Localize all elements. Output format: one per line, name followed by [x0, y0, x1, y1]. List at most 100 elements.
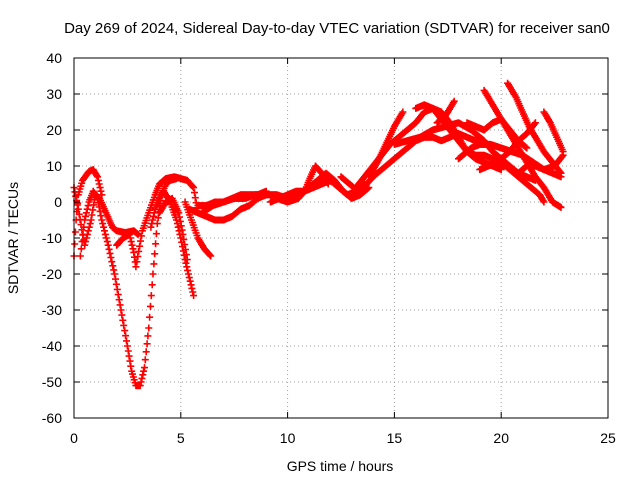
data-point-marker [136, 242, 144, 250]
series-track-d [113, 173, 202, 271]
x-tick-label: 0 [70, 430, 78, 446]
data-point-marker [83, 205, 91, 213]
data-point-marker [186, 277, 194, 285]
data-point-marker [97, 212, 105, 220]
data-point-marker [557, 203, 565, 211]
data-point-marker [101, 227, 108, 235]
data-point-marker [73, 201, 81, 209]
data-point-marker [206, 251, 214, 259]
data-point-marker [183, 256, 191, 264]
data-point-marker [111, 270, 119, 278]
data-point-marker [324, 180, 332, 188]
series-track-w [476, 158, 548, 206]
data-point-marker [121, 327, 129, 335]
data-point-marker [132, 263, 140, 271]
series-track-p [365, 108, 407, 181]
data-point-marker [123, 342, 131, 350]
data-point-marker [150, 260, 158, 268]
data-point-marker [146, 313, 154, 321]
data-points [70, 79, 567, 390]
data-point-marker [103, 238, 111, 246]
data-point-marker [105, 245, 113, 253]
data-point-marker [97, 187, 105, 195]
data-point-marker [147, 302, 154, 310]
data-point-marker [141, 364, 148, 372]
data-point-marker [128, 241, 136, 249]
data-point-marker [191, 194, 199, 202]
data-point-marker [108, 258, 116, 266]
data-point-marker [190, 292, 198, 300]
data-point-marker [80, 223, 88, 231]
data-point-marker [94, 194, 101, 202]
data-point-marker [86, 220, 94, 228]
data-point-marker [177, 222, 185, 230]
data-point-marker [399, 108, 407, 116]
y-tick-label: 10 [46, 158, 62, 174]
x-tick-label: 15 [387, 430, 403, 446]
data-point-marker [120, 321, 128, 329]
data-point-marker [117, 306, 125, 314]
y-tick-label: 30 [46, 86, 62, 102]
data-point-marker [145, 324, 153, 332]
data-point-marker [114, 291, 122, 299]
data-point-marker [141, 356, 149, 364]
data-point-marker [110, 266, 118, 274]
data-point-marker [137, 232, 145, 240]
data-point-marker [149, 216, 157, 224]
data-point-marker [115, 296, 123, 304]
data-point-marker [450, 97, 458, 105]
data-point-marker [119, 316, 127, 324]
data-point-marker [152, 240, 160, 248]
data-point-marker [188, 284, 196, 292]
data-point-marker [137, 237, 144, 245]
data-point-marker [127, 238, 135, 246]
series-track-y [514, 162, 565, 181]
y-tick-label: -10 [42, 230, 62, 246]
data-point-marker [176, 213, 183, 221]
data-point-marker [207, 252, 215, 260]
data-point-marker [557, 173, 565, 181]
data-point-marker [112, 275, 119, 283]
data-point-marker [136, 382, 144, 390]
data-point-marker [109, 262, 117, 270]
data-point-marker [102, 234, 110, 242]
y-axis-label: SDTVAR / TECUs [5, 182, 21, 294]
data-point-marker [184, 266, 192, 274]
data-point-marker [540, 198, 548, 206]
series-track-z [540, 108, 567, 156]
data-point-marker [179, 230, 187, 238]
series-track-l [273, 162, 332, 206]
y-tick-label: -20 [42, 266, 62, 282]
y-tick-label: -30 [42, 302, 62, 318]
series-track-g [181, 198, 215, 260]
data-point-marker [148, 281, 156, 289]
data-point-marker [99, 220, 107, 228]
data-point-marker [93, 193, 101, 201]
x-tick-label: 5 [177, 430, 185, 446]
data-point-marker [112, 280, 120, 288]
data-point-marker [95, 203, 103, 211]
y-tick-label: -50 [42, 374, 62, 390]
data-point-marker [147, 292, 155, 300]
data-point-marker [84, 202, 92, 210]
data-point-marker [106, 249, 114, 257]
x-tick-label: 10 [280, 430, 296, 446]
series-track-f [155, 194, 191, 264]
data-point-marker [133, 258, 141, 266]
data-point-marker [135, 247, 143, 255]
x-tick-label: 25 [600, 430, 616, 446]
chart-title: Day 269 of 2024, Sidereal Day-to-day VTE… [64, 20, 610, 37]
data-point-marker [140, 367, 148, 375]
data-point-marker [101, 230, 109, 238]
data-point-marker [94, 173, 101, 181]
y-tick-label: 0 [54, 194, 62, 210]
data-point-marker [523, 144, 531, 152]
data-point-marker [126, 230, 133, 238]
data-point-marker [78, 238, 86, 246]
data-point-marker [185, 274, 193, 282]
data-point-marker [79, 230, 87, 238]
data-point-marker [98, 216, 106, 224]
data-point-marker [82, 212, 89, 220]
